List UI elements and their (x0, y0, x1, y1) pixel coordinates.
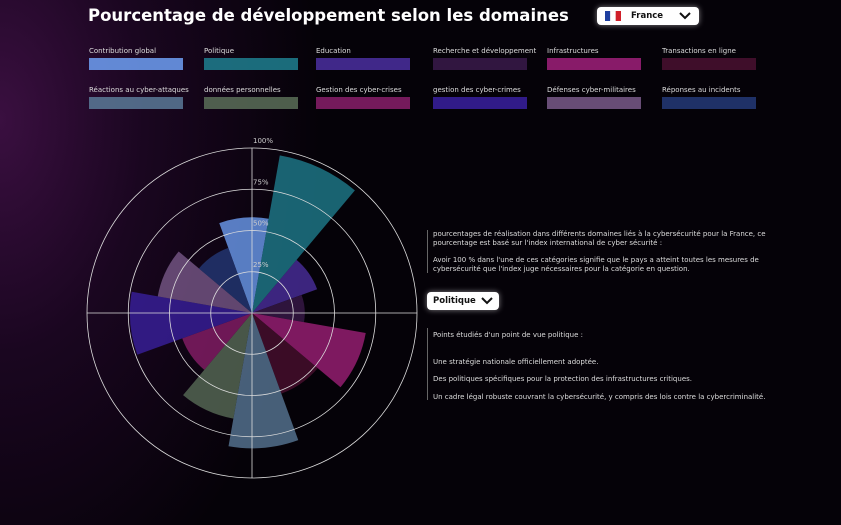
legend-label: Education (316, 47, 351, 55)
grid-ring (127, 188, 377, 438)
point-item: Des politiques spécifiques pour la prote… (433, 375, 692, 383)
r-tick-label: 75% (253, 178, 269, 186)
domain-select[interactable]: Politique (427, 292, 499, 310)
divider (427, 230, 428, 273)
legend-label: Contribution global (89, 47, 157, 55)
polar-chart: 25% 50% 75% 100% (86, 137, 418, 479)
wedge (252, 313, 366, 388)
wedge (129, 291, 252, 355)
legend-swatch[interactable] (204, 58, 298, 70)
flag (605, 11, 621, 21)
point-item: Un cadre légal robuste couvrant la cyber… (433, 393, 766, 401)
grid-ring (169, 230, 335, 396)
legend-label: Réponses au incidents (662, 86, 741, 94)
legend-label: Gestion des cyber-crises (316, 86, 402, 94)
description-text: pourcentages de réalisation dans différe… (433, 230, 766, 247)
legend-label: Politique (204, 47, 235, 55)
legend-label: Transactions en ligne (662, 47, 736, 55)
legend-swatch[interactable] (316, 97, 410, 109)
r-tick-label: 100% (253, 137, 273, 145)
grid-ring (86, 147, 418, 479)
legend-swatch[interactable] (547, 58, 641, 70)
divider (427, 328, 428, 400)
legend-swatch[interactable] (89, 97, 183, 109)
legend-label: Réactions au cyber-attaques (89, 86, 189, 94)
legend-swatch[interactable] (547, 97, 641, 109)
points-heading: Points étudiés d'un point de vue politiq… (433, 331, 584, 339)
wedge (228, 313, 299, 449)
legend-swatch[interactable] (433, 97, 527, 109)
country-label: France (631, 11, 664, 21)
legend-swatch[interactable] (204, 97, 298, 109)
legend-label: données personnelles (204, 86, 281, 94)
wedge (157, 251, 252, 313)
description-text: Avoir 100 % dans l'une de ces catégories… (433, 256, 759, 273)
legend-swatch[interactable] (662, 58, 756, 70)
wedge (252, 259, 318, 313)
legend-swatch[interactable] (433, 58, 527, 70)
wedge (183, 313, 252, 419)
description: pourcentages de réalisation dans différe… (433, 230, 768, 274)
wedge (252, 313, 318, 394)
chevron (481, 297, 493, 305)
legend-label: Recherche et développement (433, 47, 537, 55)
page-title: Pourcentage de développement selon les d… (88, 6, 569, 25)
wedge (182, 313, 252, 370)
point-item: Une stratégie nationale officiellement a… (433, 358, 599, 366)
legend-label: Défenses cyber-militaires (547, 86, 636, 94)
domain-label: Politique (433, 296, 476, 306)
legend-label: gestion des cyber-crimes (433, 86, 521, 94)
grid-ring (210, 271, 294, 355)
chevron (679, 12, 691, 20)
legend-swatch[interactable] (89, 58, 183, 70)
r-tick-label: 50% (253, 220, 269, 228)
legend-swatch[interactable] (662, 97, 756, 109)
legend-label: Infrastructures (547, 47, 599, 55)
wedge (219, 217, 269, 313)
legend-swatch[interactable] (316, 58, 410, 70)
wedge (198, 247, 252, 313)
r-tick-label: 25% (253, 261, 269, 269)
country-select[interactable]: France (597, 7, 699, 25)
wedge (252, 155, 355, 313)
